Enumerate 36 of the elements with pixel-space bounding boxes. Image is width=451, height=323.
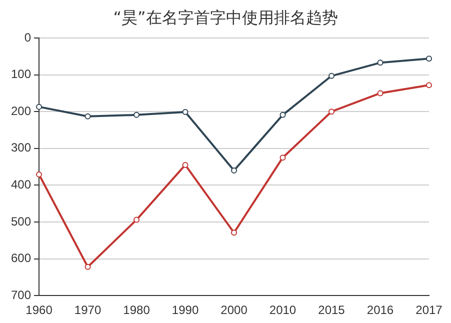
point xyxy=(426,82,432,88)
point xyxy=(231,230,238,236)
x-tick-label: 1980 xyxy=(123,303,150,318)
y-tick-label: 700 xyxy=(10,288,32,302)
y-tick-label: 500 xyxy=(10,214,32,228)
x-tick-label: 2016 xyxy=(366,303,394,318)
y-tick-label: 400 xyxy=(10,178,32,192)
point xyxy=(328,72,335,79)
y-tick-label: 200 xyxy=(10,104,32,118)
point xyxy=(231,167,238,174)
y-tick-label: 100 xyxy=(10,67,32,82)
point xyxy=(280,112,286,118)
x-tick-label: 2010 xyxy=(269,303,296,318)
point xyxy=(134,112,140,118)
point xyxy=(426,56,432,62)
point xyxy=(84,113,91,120)
x-tick-label: 2000 xyxy=(220,303,248,318)
x-tick-label: 1960 xyxy=(26,303,53,318)
point xyxy=(182,162,188,168)
x-tick-label: 2017 xyxy=(416,303,443,318)
point xyxy=(182,108,188,115)
y-tick-label: 0 xyxy=(24,30,32,44)
x-tick-label: 1970 xyxy=(74,303,102,318)
x-tick-label: 1990 xyxy=(172,303,199,318)
point xyxy=(377,90,384,96)
chart-title: “昊”在名字首字中使用排名趋势 xyxy=(112,8,339,29)
point xyxy=(84,264,91,270)
y-tick-label: 300 xyxy=(10,140,32,155)
point xyxy=(377,60,384,66)
point xyxy=(36,104,42,110)
point xyxy=(280,154,286,161)
x-tick-label: 2015 xyxy=(318,303,346,318)
point xyxy=(36,172,42,178)
point xyxy=(328,108,335,115)
point xyxy=(134,216,140,223)
y-tick-label: 600 xyxy=(10,251,32,266)
